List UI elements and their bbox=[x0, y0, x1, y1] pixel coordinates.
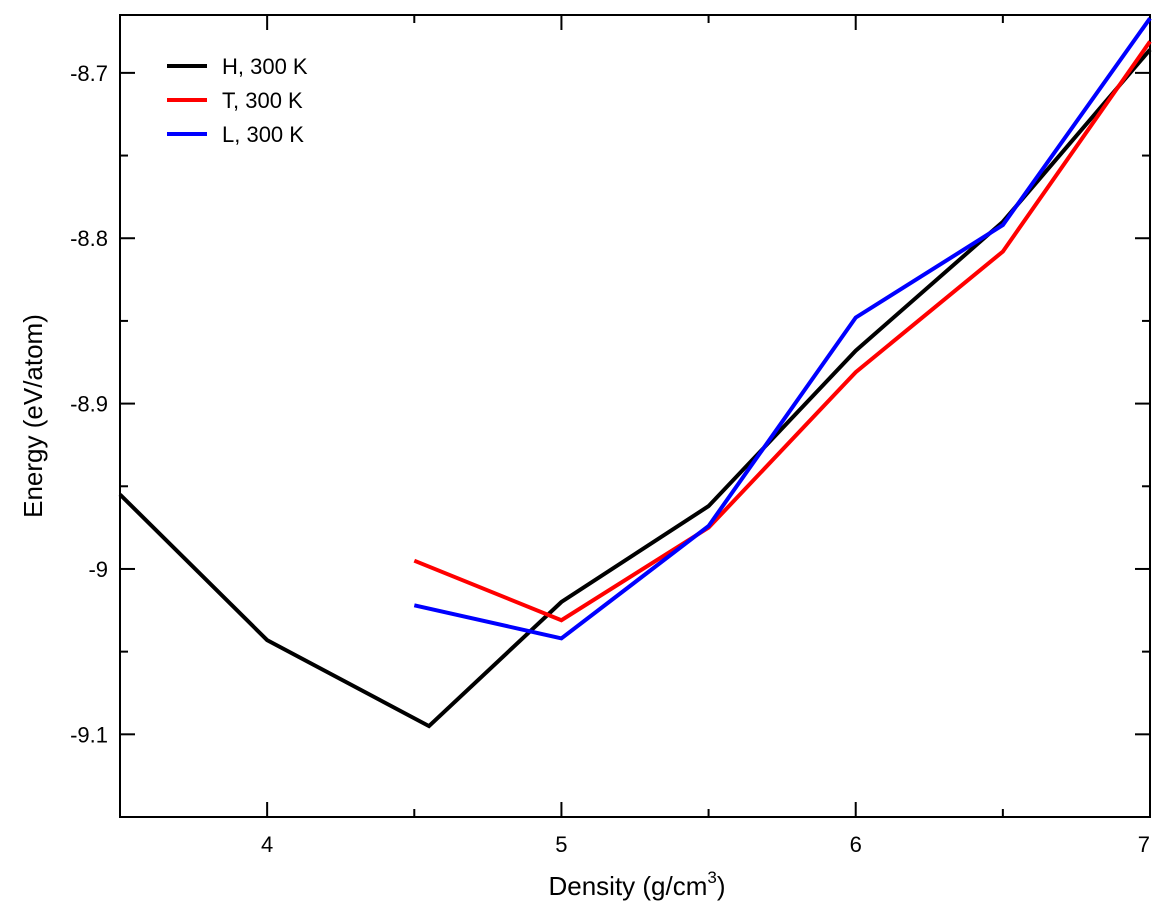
y-tick-label: -9.1 bbox=[70, 722, 108, 747]
legend-label-2: T, 300 K bbox=[222, 88, 303, 113]
y-axis-title: Energy (eV/atom) bbox=[18, 314, 48, 518]
y-tick-label: -8.9 bbox=[70, 392, 108, 417]
axis-tick-labels: 4 5 6 7 -9.1 -9 -8.9 -8.8 -8.7 bbox=[70, 61, 1150, 857]
x-axis-title: Density (g/cm3) bbox=[548, 868, 725, 901]
legend-label-3: L, 300 K bbox=[222, 122, 304, 147]
legend: H, 300 K T, 300 K L, 300 K bbox=[167, 54, 308, 147]
series-line-1 bbox=[118, 48, 1152, 729]
legend-label-1: H, 300 K bbox=[222, 54, 308, 79]
series-line-3 bbox=[413, 17, 1152, 641]
x-tick-label: 6 bbox=[850, 832, 862, 857]
series-line-2 bbox=[413, 40, 1152, 623]
x-axis-title-superscript: 3 bbox=[707, 868, 716, 887]
x-tick-label: 7 bbox=[1138, 832, 1150, 857]
y-tick-label: -8.7 bbox=[70, 61, 108, 86]
y-tick-label: -8.8 bbox=[70, 226, 108, 251]
y-tick-label: -9 bbox=[88, 557, 108, 582]
x-tick-label: 4 bbox=[261, 832, 273, 857]
x-tick-label: 5 bbox=[555, 832, 567, 857]
axis-ticks bbox=[119, 15, 1151, 818]
x-axis-title-main: Density (g/cm bbox=[548, 871, 707, 901]
x-axis-title-close: ) bbox=[717, 871, 726, 901]
plot-frame bbox=[119, 14, 1151, 818]
series-lines bbox=[118, 17, 1152, 729]
